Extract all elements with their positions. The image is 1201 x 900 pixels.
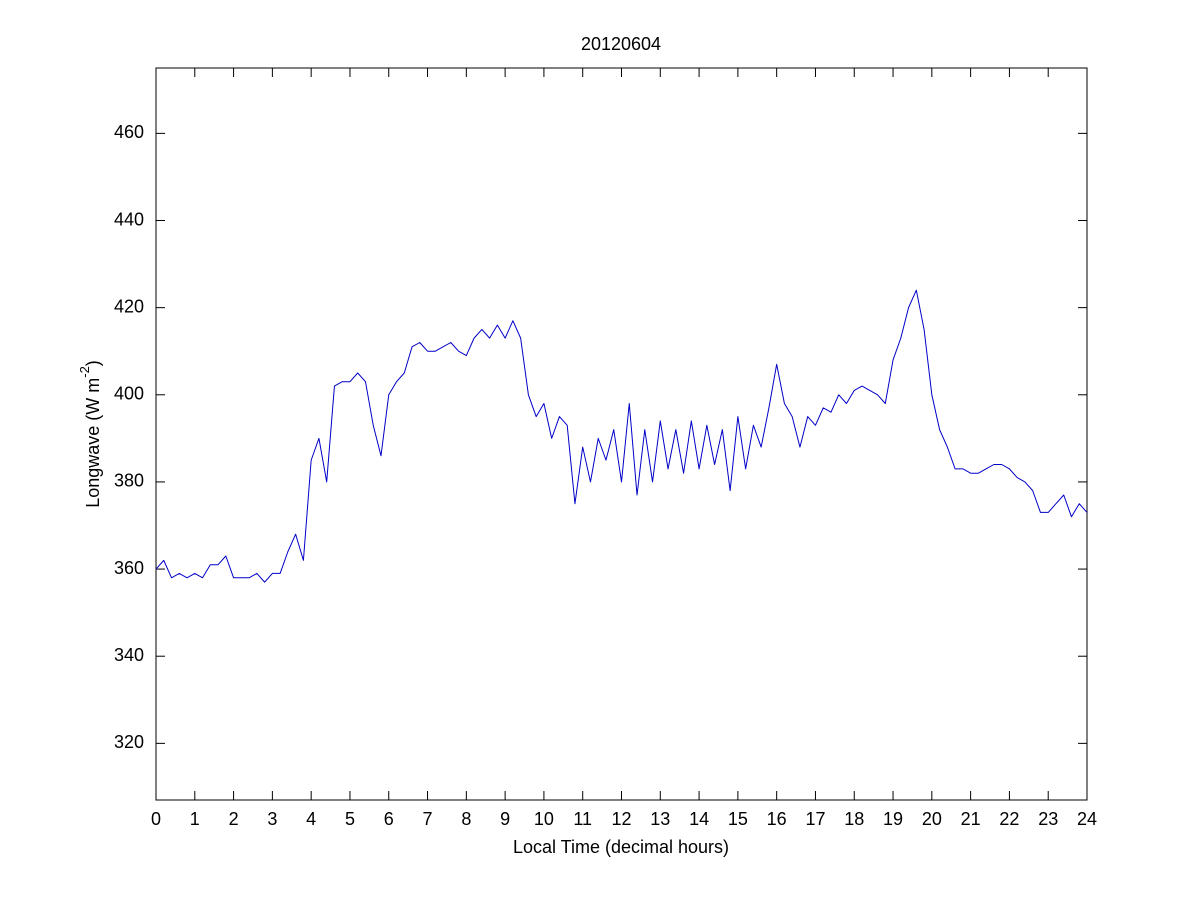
x-axis-label: Local Time (decimal hours) [513, 837, 729, 857]
x-tick-label: 16 [767, 809, 787, 829]
x-tick-label: 3 [267, 809, 277, 829]
chart-title: 20120604 [581, 34, 661, 54]
x-tick-label: 9 [500, 809, 510, 829]
data-line [155, 289, 1088, 583]
y-tick-label: 460 [114, 122, 144, 142]
y-tick-label: 320 [114, 732, 144, 752]
x-tick-label: 8 [461, 809, 471, 829]
x-tick-label: 23 [1038, 809, 1058, 829]
x-tick-label: 11 [573, 809, 592, 829]
x-tick-label: 4 [306, 809, 316, 829]
x-tick-label: 17 [805, 809, 825, 829]
y-tick-label: 360 [114, 558, 144, 578]
x-tick-label: 22 [999, 809, 1019, 829]
y-tick-label: 340 [114, 645, 144, 665]
x-tick-label: 2 [229, 809, 239, 829]
y-tick-label: 380 [114, 471, 144, 491]
x-tick-label: 20 [922, 809, 942, 829]
x-tick-label: 1 [190, 809, 200, 829]
x-tick-label: 0 [151, 809, 161, 829]
x-tick-label: 13 [650, 809, 670, 829]
x-tick-label: 14 [689, 809, 709, 829]
x-tick-label: 21 [961, 809, 981, 829]
x-tick-label: 5 [345, 809, 355, 829]
y-label-text: Longwave (W m [83, 378, 103, 508]
x-tick-label: 18 [844, 809, 864, 829]
y-label-suffix: ) [83, 360, 103, 366]
y-label-superscript: -2 [77, 366, 92, 378]
y-tick-label: 420 [114, 296, 144, 316]
y-axis-label: Longwave (W m-2) [77, 360, 102, 508]
x-tick-label: 10 [534, 809, 554, 829]
x-tick-label: 7 [423, 809, 433, 829]
x-tick-label: 24 [1077, 809, 1097, 829]
x-tick-label: 15 [728, 809, 748, 829]
x-tick-label: 6 [384, 809, 394, 829]
x-tick-label: 12 [611, 809, 631, 829]
y-tick-label: 400 [114, 384, 144, 404]
y-tick-label: 440 [114, 209, 144, 229]
x-tick-label: 19 [883, 809, 903, 829]
